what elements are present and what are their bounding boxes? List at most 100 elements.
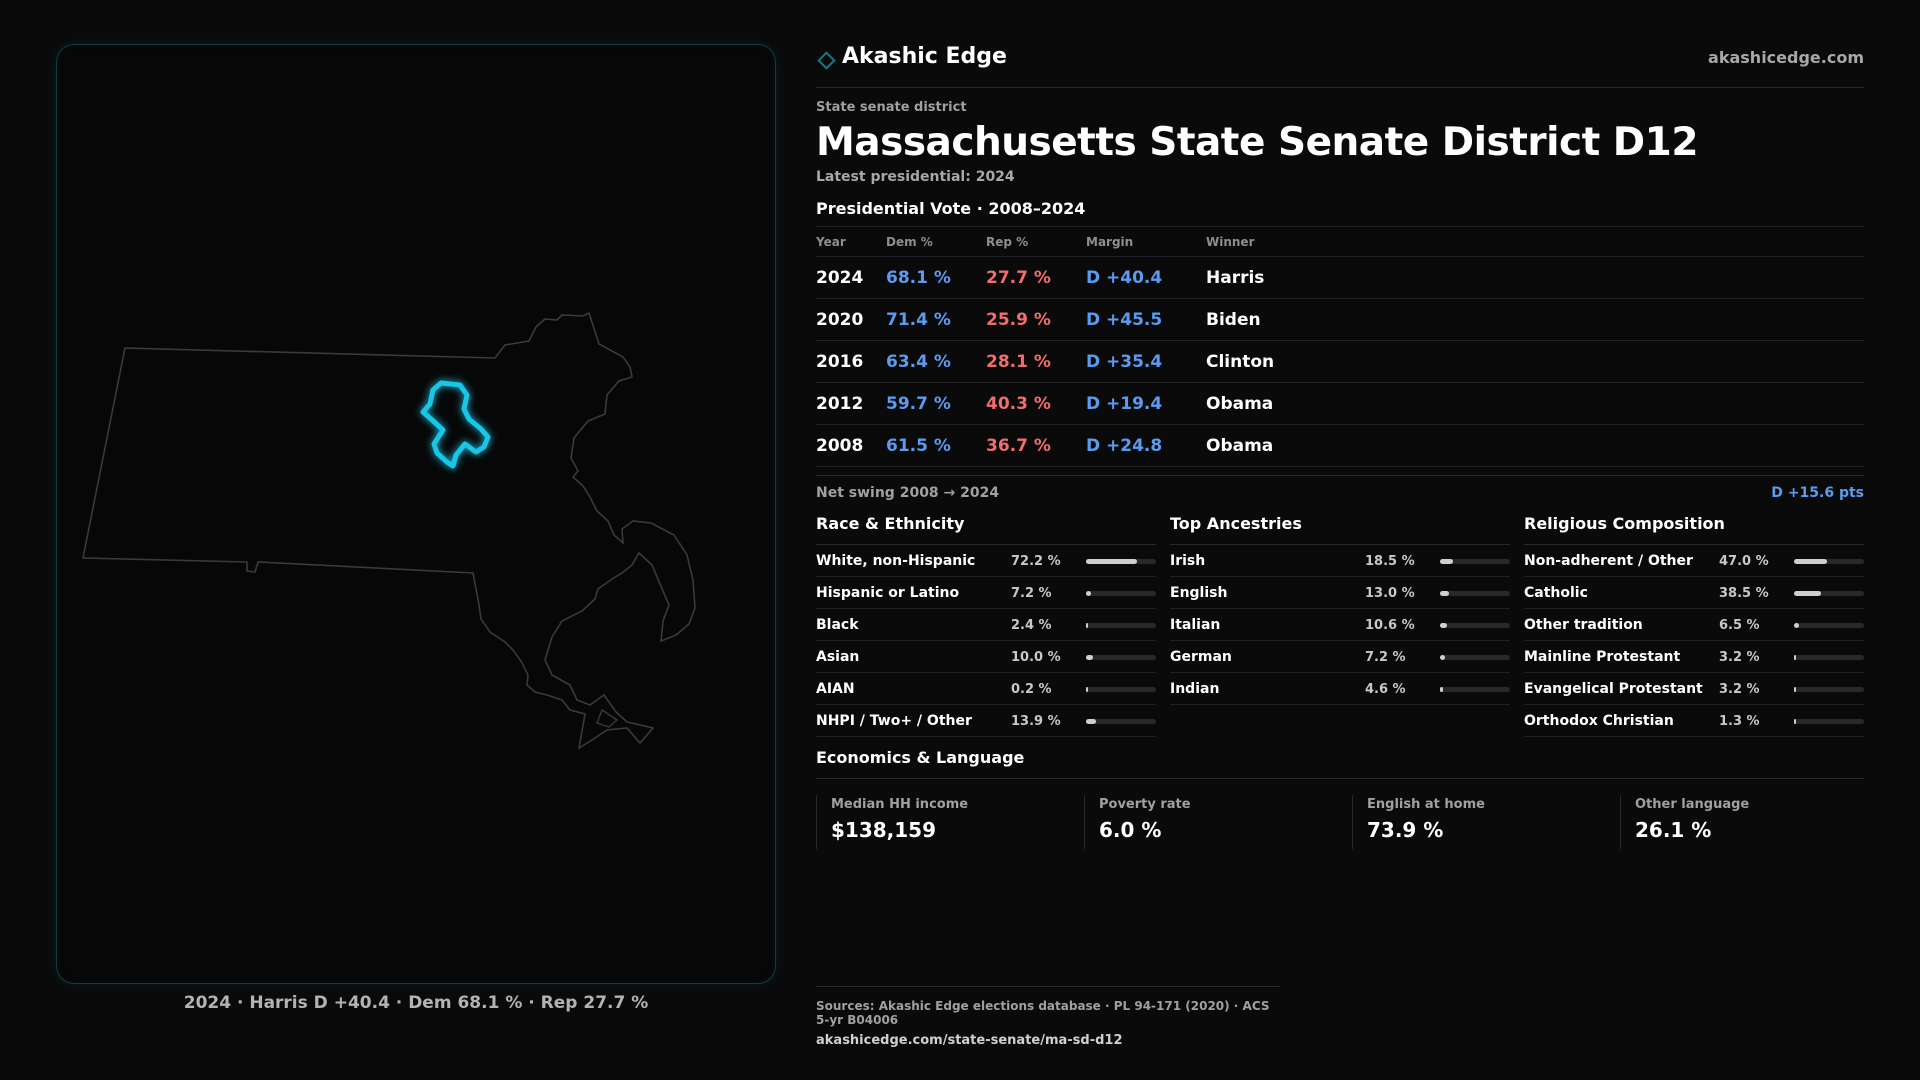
net-swing-label: Net swing 2008 → 2024 [816,485,1000,501]
demographic-label: NHPI / Two+ / Other [816,713,972,729]
district-map-panel[interactable] [56,44,776,984]
demographic-group-title: Race & Ethnicity [816,511,1156,545]
demographic-value: 10.0 % [1011,650,1061,665]
demographic-label: Other tradition [1524,617,1643,633]
demographic-value: 6.5 % [1719,618,1760,633]
demographic-value: 3.2 % [1719,650,1760,665]
row-dem: 68.1 % [886,256,986,299]
econ-poverty-rate: Poverty rate 6.0 % [1084,795,1332,849]
demographic-label: Asian [816,649,860,665]
econ-label: Other language [1635,797,1750,812]
net-swing-value: D +15.6 pts [1771,485,1864,501]
demographic-label: German [1170,649,1232,665]
demographic-bar-fill [1086,591,1091,596]
demographic-value: 18.5 % [1365,554,1415,569]
district-kicker: State senate district [816,100,967,115]
demographic-row: NHPI / Two+ / Other 13.9 % [816,705,1156,737]
demographic-bar-fill [1086,687,1088,692]
table-row: 2024 68.1 % 27.7 % D +40.4 Harris [816,256,1864,299]
demographic-bar [1440,559,1510,564]
demographic-row: Mainline Protestant 3.2 % [1524,641,1864,673]
map-caption: 2024 · Harris D +40.4 · Dem 68.1 % · Rep… [183,993,649,1013]
demographic-value: 13.9 % [1011,714,1061,729]
logo-diamond-icon [817,51,836,70]
demographic-label: White, non-Hispanic [816,553,976,569]
demographic-row: Irish 18.5 % [1170,545,1510,577]
col-dem: Dem % [886,226,986,257]
demographic-value: 38.5 % [1719,586,1769,601]
footer-url-link[interactable]: akashicedge.com/state-senate/ma-sd-d12 [816,1033,1123,1048]
demographic-label: Non-adherent / Other [1524,553,1693,569]
brand-header: Akashic Edge akashicedge.com [816,44,1864,88]
demographic-bar [1086,623,1156,628]
row-rep: 27.7 % [986,256,1086,299]
demographic-bar [1086,687,1156,692]
demographic-value: 7.2 % [1365,650,1406,665]
demographic-bar [1440,687,1510,692]
demographic-value: 2.4 % [1011,618,1052,633]
econ-value: 6.0 % [1099,818,1162,842]
economics-row: Median HH income $138,159 Poverty rate 6… [816,795,1864,885]
demographic-row: Non-adherent / Other 47.0 % [1524,545,1864,577]
demographic-row: Other tradition 6.5 % [1524,609,1864,641]
row-winner: Obama [1206,424,1864,467]
row-rep: 25.9 % [986,298,1086,341]
demographic-label: Irish [1170,553,1206,569]
demographic-bar [1086,559,1156,564]
demographic-bar [1794,623,1864,628]
table-row: 2020 71.4 % 25.9 % D +45.5 Biden [816,298,1864,341]
table-row: 2008 61.5 % 36.7 % D +24.8 Obama [816,424,1864,467]
demographic-value: 0.2 % [1011,682,1052,697]
demographic-bar-fill [1440,559,1453,564]
row-winner: Clinton [1206,340,1864,383]
col-year: Year [816,226,886,257]
demographic-value: 13.0 % [1365,586,1415,601]
district-highlight[interactable] [420,380,491,469]
demographic-bar-fill [1794,591,1821,596]
row-year: 2020 [816,298,886,341]
demographic-group: Religious Composition Non-adherent / Othe… [1524,511,1864,737]
demographic-bar [1794,559,1864,564]
demographic-value: 10.6 % [1365,618,1415,633]
demographic-value: 7.2 % [1011,586,1052,601]
state-map [82,311,696,750]
demographic-bar [1440,591,1510,596]
demographic-bar [1086,719,1156,724]
demographic-label: Evangelical Protestant [1524,681,1703,697]
demographic-bar [1440,623,1510,628]
demographic-bar-fill [1086,655,1093,660]
row-margin: D +24.8 [1086,424,1206,467]
demographic-row: Catholic 38.5 % [1524,577,1864,609]
demographic-bar-fill [1794,655,1796,660]
demographic-label: Mainline Protestant [1524,649,1681,665]
district-profile: Akashic Edge akashicedge.com State senat… [816,44,1864,885]
col-margin: Margin [1086,226,1206,257]
row-margin: D +35.4 [1086,340,1206,383]
island-outline [596,708,619,728]
row-dem: 59.7 % [886,382,986,425]
demographic-label: AIAN [816,681,855,697]
demographic-bar-fill [1794,687,1796,692]
demographic-row: Orthodox Christian 1.3 % [1524,705,1864,737]
brand-url-link[interactable]: akashicedge.com [1708,48,1864,67]
row-year: 2008 [816,424,886,467]
demographic-row: Indian 4.6 % [1170,673,1510,705]
table-row: 2016 63.4 % 28.1 % D +35.4 Clinton [816,340,1864,383]
latest-presidential: Latest presidential: 2024 [816,169,1015,185]
demographic-value: 4.6 % [1365,682,1406,697]
demographic-bar-fill [1086,719,1096,724]
econ-label: English at home [1367,797,1485,812]
row-winner: Harris [1206,256,1864,299]
row-rep: 28.1 % [986,340,1086,383]
demographic-bar-fill [1086,623,1088,628]
net-swing: Net swing 2008 → 2024 D +15.6 pts [816,475,1864,511]
economics-title: Economics & Language [816,745,1864,779]
row-dem: 63.4 % [886,340,986,383]
demographic-row: Asian 10.0 % [816,641,1156,673]
demographic-label: Catholic [1524,585,1588,601]
brand-name[interactable]: Akashic Edge [842,44,1007,69]
demographic-label: Hispanic or Latino [816,585,960,601]
demographic-row: German 7.2 % [1170,641,1510,673]
row-year: 2024 [816,256,886,299]
demographic-bar-fill [1440,655,1445,660]
